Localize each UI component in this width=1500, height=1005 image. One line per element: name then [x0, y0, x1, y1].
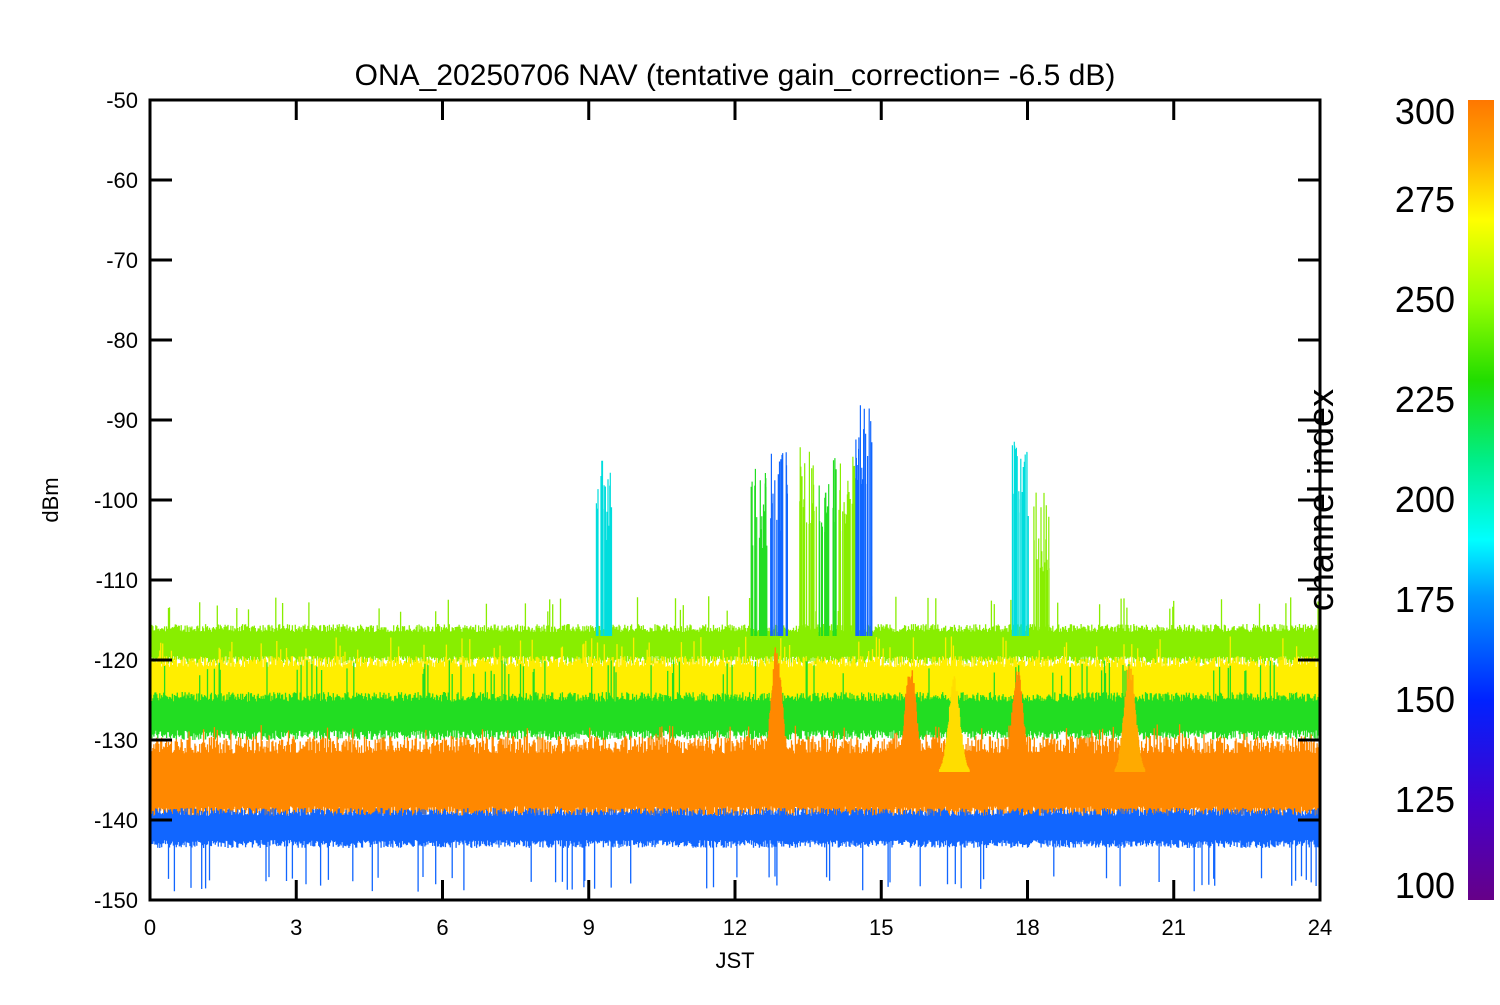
colorbar-tick-label-2: 250	[1395, 279, 1455, 320]
colorbar-tick-label-8: 100	[1395, 865, 1455, 906]
y-tick-label-7: -120	[94, 648, 138, 673]
chart-title: ONA_20250706 NAV (tentative gain_correct…	[355, 59, 1116, 92]
y-axis: -50 -60 -70 -80 -90 -100 -110 -120 -130 -140 -150	[94, 88, 1320, 913]
series-band-4	[150, 808, 1320, 892]
x-tick-label-3: 9	[583, 915, 595, 940]
series-band-2	[150, 660, 1320, 740]
x-tick-label-8: 24	[1308, 915, 1332, 940]
hump-3	[1002, 671, 1034, 772]
x-tick-label-7: 21	[1162, 915, 1186, 940]
colorbar-tick-label-6: 150	[1395, 679, 1455, 720]
burst-8	[1033, 492, 1050, 636]
burst-7	[1011, 441, 1029, 636]
y-tick-label-0: -50	[106, 88, 138, 113]
colorbar-tick-label-1: 275	[1395, 179, 1455, 220]
series-band-0	[150, 596, 1320, 664]
burst-3	[799, 447, 817, 636]
colorbar-tick-label-4: 200	[1395, 479, 1455, 520]
colorbar-tick-label-0: 300	[1395, 91, 1455, 132]
plot-marks	[150, 405, 1320, 892]
colorbar-label: channel index	[1300, 389, 1341, 611]
burst-0	[595, 460, 613, 636]
colorbar-ticks: 300 275 250 225 200 175 150 125 100	[1395, 91, 1455, 906]
colorbar-tick-label-5: 175	[1395, 579, 1455, 620]
x-tick-label-4: 12	[723, 915, 747, 940]
burst-6	[855, 405, 873, 636]
x-axis: 0 3 6 9 12 15 18 21 24	[144, 100, 1332, 940]
x-axis-label: JST	[715, 948, 754, 973]
y-tick-label-10: -150	[94, 888, 138, 913]
y-tick-label-4: -90	[106, 408, 138, 433]
series-band-3	[150, 724, 1320, 824]
x-tick-label-5: 15	[869, 915, 893, 940]
colorbar-tick-label-7: 125	[1395, 779, 1455, 820]
x-tick-label-6: 18	[1015, 915, 1039, 940]
burst-2	[770, 452, 788, 636]
y-tick-label-3: -80	[106, 328, 138, 353]
y-tick-label-2: -70	[106, 248, 138, 273]
colorbar	[1468, 100, 1494, 900]
y-tick-label-1: -60	[106, 168, 138, 193]
y-tick-label-6: -110	[96, 568, 138, 593]
x-tick-label-2: 6	[436, 915, 448, 940]
colorbar-tick-label-3: 225	[1395, 379, 1455, 420]
hump-4	[1114, 666, 1146, 772]
hump-2	[938, 676, 970, 772]
burst-1	[750, 468, 768, 636]
series-band-1	[150, 636, 1320, 712]
hump-0	[761, 647, 792, 772]
y-axis-label: dBm	[38, 477, 63, 522]
hump-1	[895, 670, 926, 772]
x-tick-label-1: 3	[290, 915, 302, 940]
x-tick-label-0: 0	[144, 915, 156, 940]
y-tick-label-8: -130	[94, 728, 138, 753]
y-tick-label-5: -100	[94, 488, 138, 513]
y-tick-label-9: -140	[94, 808, 138, 833]
burst-4	[818, 458, 837, 636]
burst-5	[838, 456, 856, 636]
